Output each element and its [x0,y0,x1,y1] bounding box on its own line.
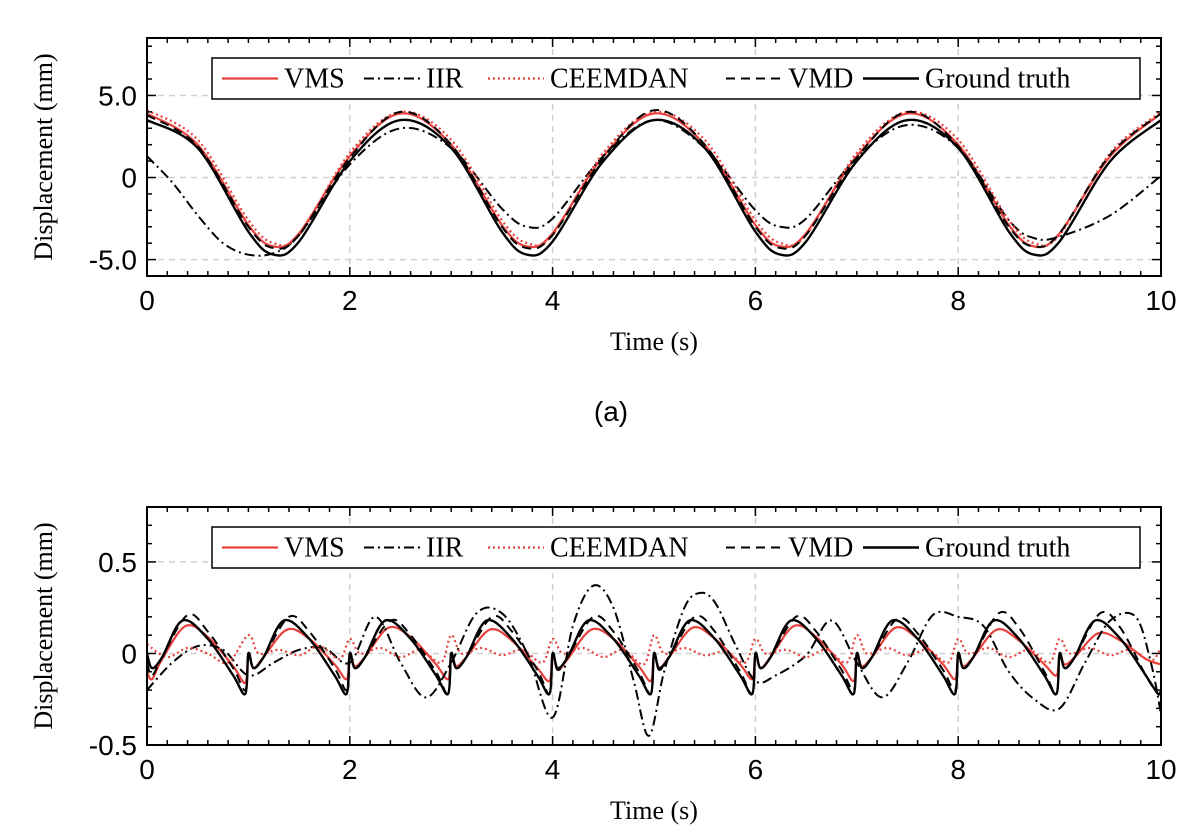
x-axis-title: Time (s) [610,327,698,356]
x-tick-label: 4 [545,285,561,316]
y-tick-label: -0.5 [89,730,137,761]
series-line-vmd [147,109,1161,250]
x-tick-label: 6 [748,754,764,785]
legend: VMS IIR CEEMDAN VMD Ground truth [211,526,1141,569]
x-tick-label: 8 [950,754,966,785]
x-tick-label: 2 [342,754,358,785]
y-tick-label: 0 [121,163,137,194]
y-tick-label: 0.5 [98,547,137,578]
series-line-ceemdan [147,109,1161,247]
x-axis-title: Time (s) [610,796,698,825]
panel-label: (a) [594,396,628,427]
series-line-ground-truth [147,118,1161,257]
legend-label: VMD [788,64,853,95]
legend-label: CEEMDAN [550,533,688,564]
legend-label: Ground truth [925,533,1070,564]
legend-label: VMS [284,64,345,95]
legend: VMS IIR CEEMDAN VMD Ground truth [211,57,1141,100]
y-tick-label: -5.0 [89,245,137,276]
legend-label: IIR [426,64,464,95]
x-tick-label: 2 [342,285,358,316]
x-tick-label: 0 [139,285,155,316]
series-line-ground-truth [147,618,1161,696]
series-line-iir [147,584,1161,737]
y-axis-title: Displacement (mm) [29,522,58,729]
series-line-vms [147,112,1161,249]
legend-label: Ground truth [925,64,1070,95]
legend-label: VMD [788,533,853,564]
x-tick-label: 4 [545,754,561,785]
series-group [147,584,1161,737]
legend-label: IIR [426,533,464,564]
x-tick-label: 6 [748,285,764,316]
y-axis-title: Displacement (mm) [29,53,58,260]
series-group [147,109,1161,257]
series-line-ceemdan [147,634,1161,666]
legend-label: CEEMDAN [550,64,688,95]
y-tick-label: 5.0 [98,80,137,111]
y-tick-label: 0 [121,638,137,669]
x-tick-label: 10 [1145,754,1176,785]
x-tick-label: 0 [139,754,155,785]
x-tick-label: 10 [1145,285,1176,316]
x-tick-label: 8 [950,285,966,316]
series-line-iir [147,119,1161,257]
legend-label: VMS [284,533,345,564]
